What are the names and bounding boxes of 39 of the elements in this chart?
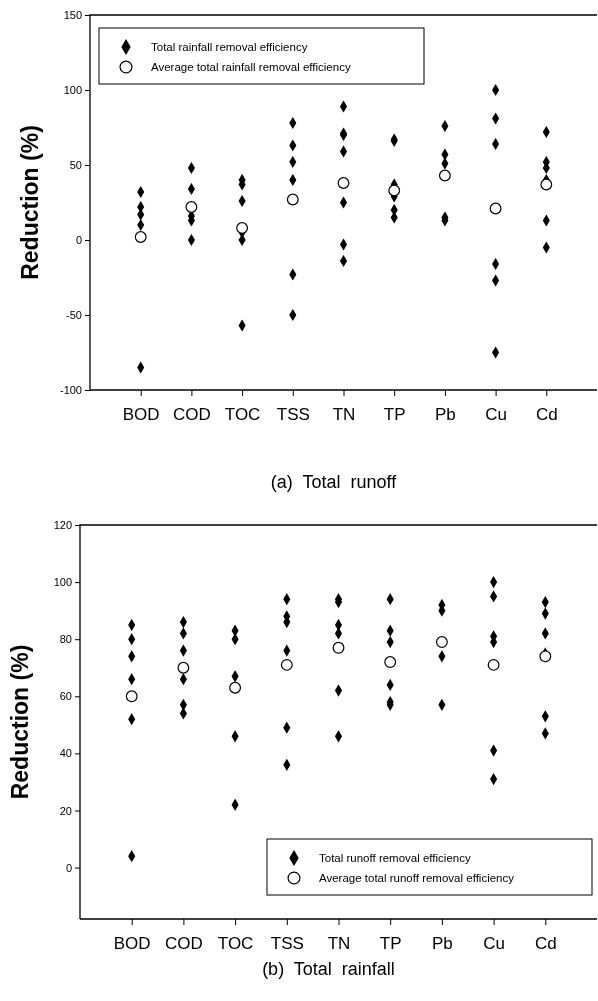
y-tick-label: 40 <box>59 747 72 760</box>
y-tick-label: -50 <box>66 309 82 322</box>
x-tick-label: TOC <box>224 405 261 425</box>
y-axis-title: Reduction (%) <box>17 125 43 280</box>
x-tick-label: BOD <box>122 405 160 425</box>
y-tick-label: 0 <box>65 861 72 874</box>
x-tick-label: TP <box>383 405 406 425</box>
x-tick-label: Cu <box>483 934 505 954</box>
text: (b) Total rainfall <box>262 959 395 979</box>
x-tick-label: COD <box>165 934 203 954</box>
y-tick-label: 120 <box>53 519 72 532</box>
x-tick-label: Pb <box>432 934 453 954</box>
text: (a) Total runoff <box>270 472 398 492</box>
x-tick-label: BOD <box>113 934 151 954</box>
y-tick-label: 60 <box>59 690 72 703</box>
y-tick-label: 100 <box>53 576 72 589</box>
x-tick-label: Cu <box>485 405 507 425</box>
y-tick-label: 150 <box>63 9 82 22</box>
y-tick-label: 50 <box>69 159 82 172</box>
x-tick-label: TN <box>332 405 356 425</box>
x-tick-label: TN <box>327 934 351 954</box>
x-tick-label: TOC <box>217 934 254 954</box>
legend-label: Total rainfall removal efficiency <box>151 41 308 53</box>
legend-label: Total runoff removal efficiency <box>319 852 471 864</box>
y-tick-label: 80 <box>59 633 72 646</box>
x-tick-label: Cd <box>534 934 557 954</box>
x-tick-label: TSS <box>276 405 310 425</box>
y-tick-label: 100 <box>63 84 82 97</box>
x-tick-label: Pb <box>435 405 456 425</box>
x-tick-label: Cd <box>535 405 558 425</box>
legend-label: Average total rainfall removal efficiency <box>151 61 351 73</box>
y-tick-label: 20 <box>59 804 72 817</box>
legend-label: Average total runoff removal efficiency <box>319 872 515 884</box>
x-tick-label: COD <box>173 405 211 425</box>
y-tick-label: 0 <box>75 234 82 247</box>
y-axis-title: Reduction (%) <box>7 644 33 800</box>
x-tick-label: TP <box>379 934 402 954</box>
y-tick-label: -100 <box>59 384 82 397</box>
x-tick-label: TSS <box>270 934 304 954</box>
